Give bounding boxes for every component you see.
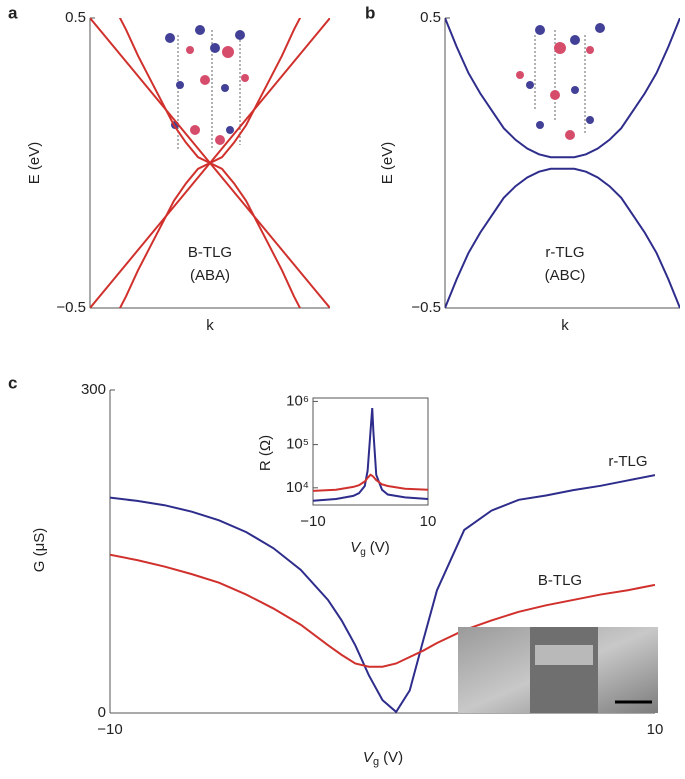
plot-frame — [312, 397, 429, 506]
x-axis-label: Vg (V) — [363, 749, 403, 768]
y-tick-label: 300 — [81, 381, 106, 398]
series-line — [445, 167, 680, 308]
annotation: (ABC) — [545, 267, 586, 284]
y-tick-label: 10⁵ — [286, 436, 309, 453]
x-axis-label: k — [561, 317, 569, 334]
series-line — [118, 161, 302, 308]
axis-symbol: V — [363, 749, 375, 766]
axis-subscript: g — [373, 756, 379, 768]
series-line — [313, 408, 428, 502]
annotation: r-TLG — [545, 244, 584, 261]
axis-unit: (V) — [370, 539, 390, 556]
x-axis-label: k — [206, 317, 214, 334]
y-tick-label: 0.5 — [420, 9, 441, 26]
series-line — [90, 18, 330, 165]
y-tick-label: 0 — [98, 704, 106, 721]
x-tick-label: 10 — [420, 513, 437, 530]
panel-label: b — [365, 3, 375, 22]
series-line — [90, 161, 330, 308]
panel-label: c — [8, 373, 17, 392]
series-line — [110, 474, 655, 713]
sem-image — [458, 627, 658, 713]
y-tick-label: 10⁶ — [286, 392, 309, 409]
axis-unit: (V) — [383, 749, 403, 766]
series-label: r-TLG — [608, 453, 647, 470]
y-tick-label: 0.5 — [65, 9, 86, 26]
x-axis-label: Vg (V) — [350, 539, 390, 558]
y-tick-label: 10⁴ — [286, 479, 309, 496]
y-axis-label: E (eV) — [379, 142, 396, 185]
axis-symbol: V — [350, 539, 362, 556]
y-tick-label: −0.5 — [411, 299, 441, 316]
series-line — [118, 18, 302, 165]
annotation: B-TLG — [188, 244, 232, 261]
axis-subscript: g — [360, 547, 366, 558]
y-tick-label: −0.5 — [56, 299, 86, 316]
series-line — [313, 473, 428, 492]
x-tick-label: −10 — [300, 513, 325, 530]
y-axis-label: G (μS) — [31, 528, 48, 572]
annotation: (ABA) — [190, 267, 230, 284]
y-axis-label: R (Ω) — [257, 435, 274, 471]
series-line — [110, 553, 655, 668]
x-tick-label: −10 — [97, 721, 122, 738]
x-tick-label: 10 — [647, 721, 664, 738]
series-line — [445, 18, 680, 159]
panel-label: a — [8, 3, 18, 22]
series-label: B-TLG — [538, 572, 582, 589]
molecule-abc — [516, 23, 605, 140]
y-axis-label: E (eV) — [26, 142, 43, 185]
